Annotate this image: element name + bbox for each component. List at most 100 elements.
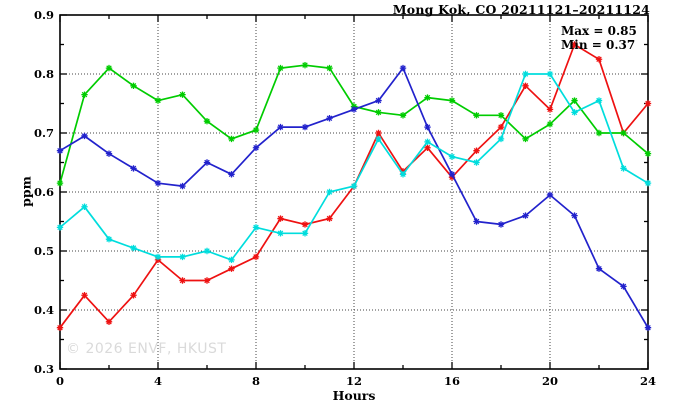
data-point-marker-red: [424, 144, 431, 151]
data-point-marker-blue: [130, 165, 137, 172]
data-point-marker-blue: [203, 159, 211, 166]
data-point-marker-blue: [522, 212, 529, 219]
data-point-marker-green: [277, 64, 284, 72]
data-point-marker-cyan: [399, 171, 407, 178]
data-point-marker-cyan: [130, 244, 137, 252]
data-point-marker-blue: [448, 171, 456, 178]
data-point-marker-blue: [375, 97, 382, 104]
data-point-marker-cyan: [424, 138, 431, 146]
data-point-marker-cyan: [644, 179, 652, 187]
data-point-marker-green: [497, 112, 505, 119]
data-point-marker-green: [130, 82, 137, 89]
data-point-marker-cyan: [473, 159, 480, 166]
data-point-marker-green: [252, 126, 260, 134]
min-value-label: Min = 0.37: [561, 38, 636, 52]
data-point-marker-blue: [350, 106, 358, 113]
data-point-marker-red: [497, 123, 505, 131]
data-point-marker-cyan: [81, 203, 88, 210]
data-point-marker-red: [277, 215, 284, 222]
y-tick-label: 0.7: [34, 126, 54, 140]
data-point-marker-red: [301, 221, 309, 228]
data-point-marker-cyan: [179, 253, 186, 261]
data-point-marker-cyan: [497, 135, 505, 143]
data-point-marker-green: [448, 97, 456, 104]
data-point-marker-blue: [252, 144, 260, 151]
data-point-marker-green: [620, 129, 627, 137]
data-point-marker-blue: [644, 324, 652, 331]
data-point-marker-red: [546, 106, 554, 113]
data-point-marker-cyan: [252, 224, 260, 231]
y-tick-label: 0.5: [34, 244, 54, 258]
data-point-marker-blue: [56, 147, 64, 154]
data-point-marker-green: [522, 135, 529, 143]
data-point-marker-red: [228, 265, 235, 272]
data-point-marker-cyan: [228, 256, 235, 264]
data-point-marker-red: [105, 318, 113, 325]
data-point-marker-blue: [179, 182, 186, 190]
data-point-marker-red: [81, 292, 88, 299]
y-tick-label: 0.6: [34, 185, 54, 199]
data-point-marker-red: [522, 82, 529, 89]
data-point-marker-blue: [301, 123, 309, 131]
data-point-marker-green: [81, 91, 88, 98]
data-point-marker-blue: [399, 64, 407, 72]
data-point-marker-green: [154, 97, 162, 104]
data-point-marker-green: [105, 64, 113, 72]
chart-title: Mong Kok, CO 20211121–20211124: [392, 2, 650, 17]
data-point-marker-cyan: [546, 70, 554, 78]
x-tick-label: 20: [542, 374, 558, 388]
series-line-cyan: [59, 73, 649, 261]
data-point-marker-blue: [81, 132, 88, 140]
data-point-marker-cyan: [571, 109, 578, 116]
data-point-marker-blue: [154, 179, 162, 187]
data-point-marker-blue: [571, 212, 578, 219]
data-point-marker-cyan: [326, 188, 333, 196]
x-tick-label: 4: [154, 374, 162, 388]
data-point-marker-cyan: [375, 135, 382, 143]
data-point-marker-cyan: [350, 182, 358, 190]
data-point-marker-green: [399, 112, 407, 119]
y-tick-label: 0.3: [34, 362, 54, 376]
data-point-marker-green: [326, 64, 333, 72]
data-point-marker-blue: [326, 115, 333, 122]
y-tick-label: 0.9: [34, 8, 54, 22]
data-point-marker-green: [179, 91, 186, 98]
data-point-marker-cyan: [203, 247, 211, 255]
data-point-marker-cyan: [105, 236, 113, 243]
data-point-marker-green: [228, 135, 235, 143]
data-point-marker-red: [375, 129, 382, 137]
data-point-marker-red: [130, 292, 137, 299]
data-point-marker-green: [203, 118, 211, 125]
data-point-marker-blue: [105, 150, 113, 157]
data-point-marker-blue: [424, 123, 431, 131]
x-axis-label: Hours: [332, 388, 376, 403]
data-point-marker-green: [56, 179, 64, 187]
data-point-marker-green: [644, 150, 652, 157]
data-point-marker-red: [595, 56, 603, 63]
data-point-marker-cyan: [277, 230, 284, 237]
data-point-marker-red: [56, 324, 64, 331]
data-point-marker-blue: [620, 283, 627, 290]
y-tick-label: 0.4: [34, 303, 54, 317]
data-point-marker-green: [595, 129, 603, 137]
x-tick-label: 12: [346, 374, 362, 388]
data-point-marker-blue: [228, 171, 235, 178]
data-point-marker-green: [546, 120, 554, 128]
data-point-marker-red: [179, 277, 186, 284]
data-point-marker-red: [252, 253, 260, 261]
data-point-marker-cyan: [620, 165, 627, 172]
data-point-marker-green: [571, 97, 578, 104]
x-tick-label: 0: [56, 374, 64, 388]
watermark-text: © 2026 ENVF, HKUST: [66, 341, 227, 357]
data-point-marker-cyan: [522, 70, 529, 78]
data-point-marker-green: [301, 61, 309, 69]
data-point-marker-red: [326, 215, 333, 222]
data-point-marker-cyan: [448, 153, 456, 160]
y-tick-label: 0.8: [34, 67, 54, 81]
data-point-marker-cyan: [595, 97, 603, 104]
x-tick-label: 24: [640, 374, 656, 388]
data-point-marker-blue: [497, 221, 505, 228]
y-axis-label: ppm: [18, 176, 34, 207]
